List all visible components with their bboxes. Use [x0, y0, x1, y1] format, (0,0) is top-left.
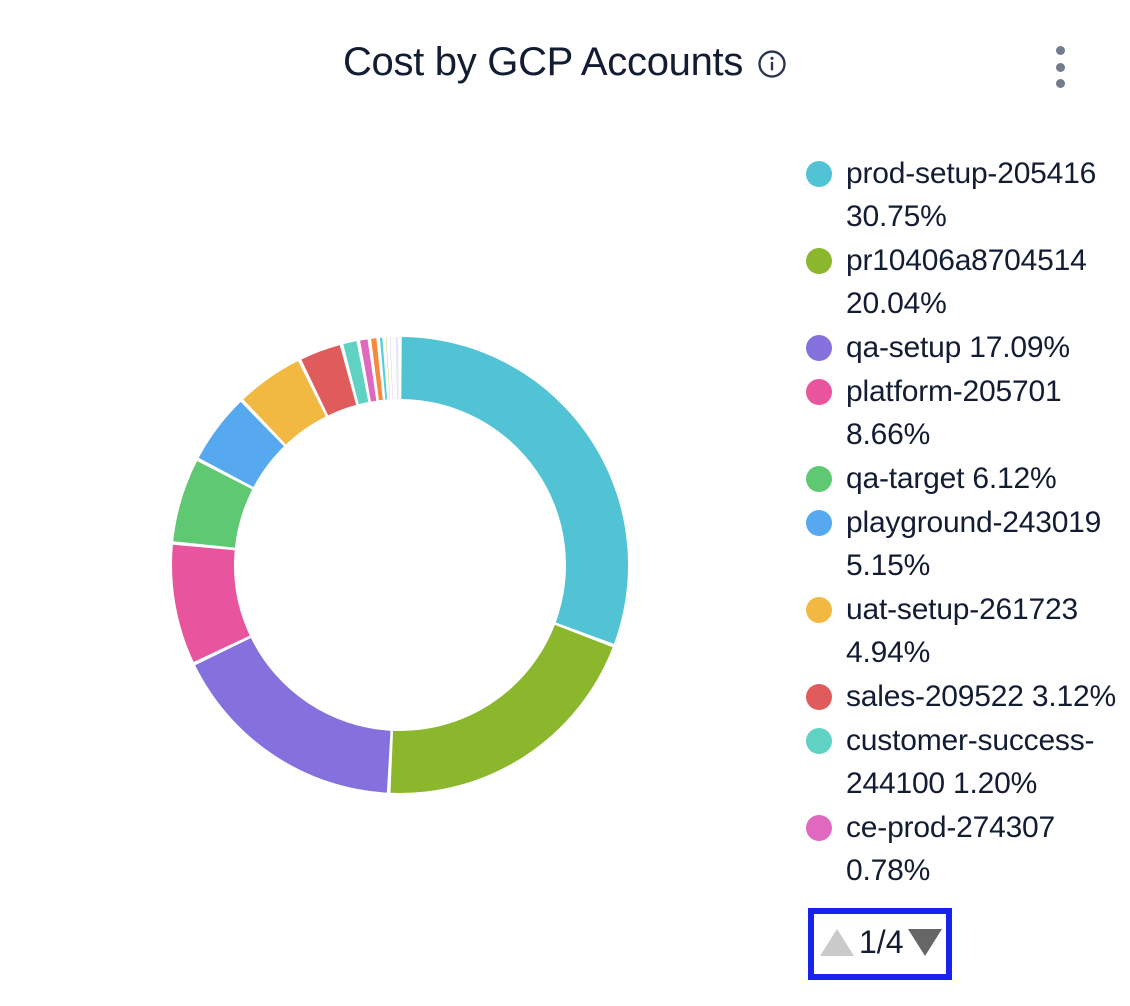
- legend-pagination[interactable]: 1/4: [814, 914, 946, 966]
- donut-slice[interactable]: [393, 337, 396, 400]
- legend-item-label: customer-success-244100 1.20%: [846, 724, 1095, 800]
- kebab-menu-icon[interactable]: [1046, 44, 1074, 90]
- donut-slice[interactable]: [390, 624, 613, 793]
- donut-slice[interactable]: [171, 544, 250, 663]
- legend-item[interactable]: customer-success-244100 1.20%: [806, 719, 1130, 805]
- legend-item-label: pr10406a8704514 20.04%: [846, 244, 1087, 320]
- donut-chart-area: [0, 180, 800, 970]
- donut-slice[interactable]: [379, 337, 388, 400]
- legend-swatch-icon: [806, 728, 832, 754]
- page-title: Cost by GCP Accounts: [342, 40, 744, 84]
- legend-swatch-icon: [806, 248, 832, 274]
- legend-swatch-icon: [806, 815, 832, 841]
- legend-item-label: ce-prod-274307 0.78%: [846, 811, 1056, 887]
- donut-chart[interactable]: [0, 180, 800, 970]
- legend-swatch-icon: [806, 379, 832, 405]
- legend-item[interactable]: ce-prod-274307 0.78%: [806, 806, 1130, 892]
- legend-swatch-icon: [806, 466, 832, 492]
- legend-item[interactable]: prod-setup-205416 30.75%: [806, 152, 1130, 238]
- pagination-highlight-box: 1/4: [808, 908, 952, 980]
- legend-swatch-icon: [806, 684, 832, 710]
- chart-legend: prod-setup-205416 30.75% pr10406a8704514 …: [806, 152, 1130, 908]
- legend-swatch-icon: [806, 597, 832, 623]
- widget-header: Cost by GCP Accounts: [0, 0, 1130, 118]
- donut-slice[interactable]: [195, 637, 391, 793]
- legend-item-label: playground-243019 5.15%: [846, 506, 1102, 582]
- legend-item-label: uat-setup-261723 4.94%: [846, 593, 1078, 669]
- kebab-dot-3: [1055, 79, 1065, 88]
- donut-slices: [171, 337, 629, 793]
- legend-item-label: platform-205701 8.66%: [846, 375, 1062, 451]
- donut-slice[interactable]: [243, 361, 326, 445]
- donut-slice[interactable]: [401, 337, 629, 644]
- legend-item[interactable]: uat-setup-261723 4.94%: [806, 588, 1130, 674]
- triangle-up-icon[interactable]: [820, 928, 854, 956]
- legend-item[interactable]: qa-target 6.12%: [806, 457, 1130, 500]
- info-circle-icon[interactable]: [757, 49, 787, 79]
- legend-item-label: qa-target 6.12%: [846, 462, 1057, 495]
- triangle-down-icon[interactable]: [908, 928, 943, 956]
- donut-slice[interactable]: [371, 338, 383, 401]
- kebab-dot-1: [1055, 46, 1065, 55]
- legend-swatch-icon: [806, 510, 832, 536]
- donut-slice[interactable]: [198, 401, 284, 488]
- title-row: Cost by GCP Accounts: [0, 38, 1130, 86]
- legend-item-label: qa-setup 17.09%: [846, 331, 1070, 364]
- donut-slice[interactable]: [389, 337, 393, 400]
- legend-item[interactable]: pr10406a8704514 20.04%: [806, 239, 1130, 325]
- legend-swatch-icon: [806, 161, 832, 187]
- donut-slice[interactable]: [385, 337, 391, 400]
- donut-slice[interactable]: [360, 339, 377, 402]
- legend-item[interactable]: platform-205701 8.66%: [806, 370, 1130, 456]
- donut-slice[interactable]: [301, 345, 357, 416]
- legend-item[interactable]: playground-243019 5.15%: [806, 501, 1130, 587]
- legend-item[interactable]: sales-209522 3.12%: [806, 675, 1130, 718]
- donut-slice[interactable]: [173, 461, 253, 548]
- legend-item[interactable]: qa-setup 17.09%: [806, 326, 1130, 369]
- pagination-label: 1/4: [859, 924, 904, 960]
- donut-slice[interactable]: [395, 337, 399, 400]
- legend-item-label: prod-setup-205416 30.75%: [846, 157, 1097, 233]
- legend-swatch-icon: [806, 335, 832, 361]
- legend-item-label: sales-209522 3.12%: [846, 680, 1116, 713]
- donut-slice[interactable]: [343, 341, 369, 405]
- kebab-dot-2: [1055, 62, 1065, 72]
